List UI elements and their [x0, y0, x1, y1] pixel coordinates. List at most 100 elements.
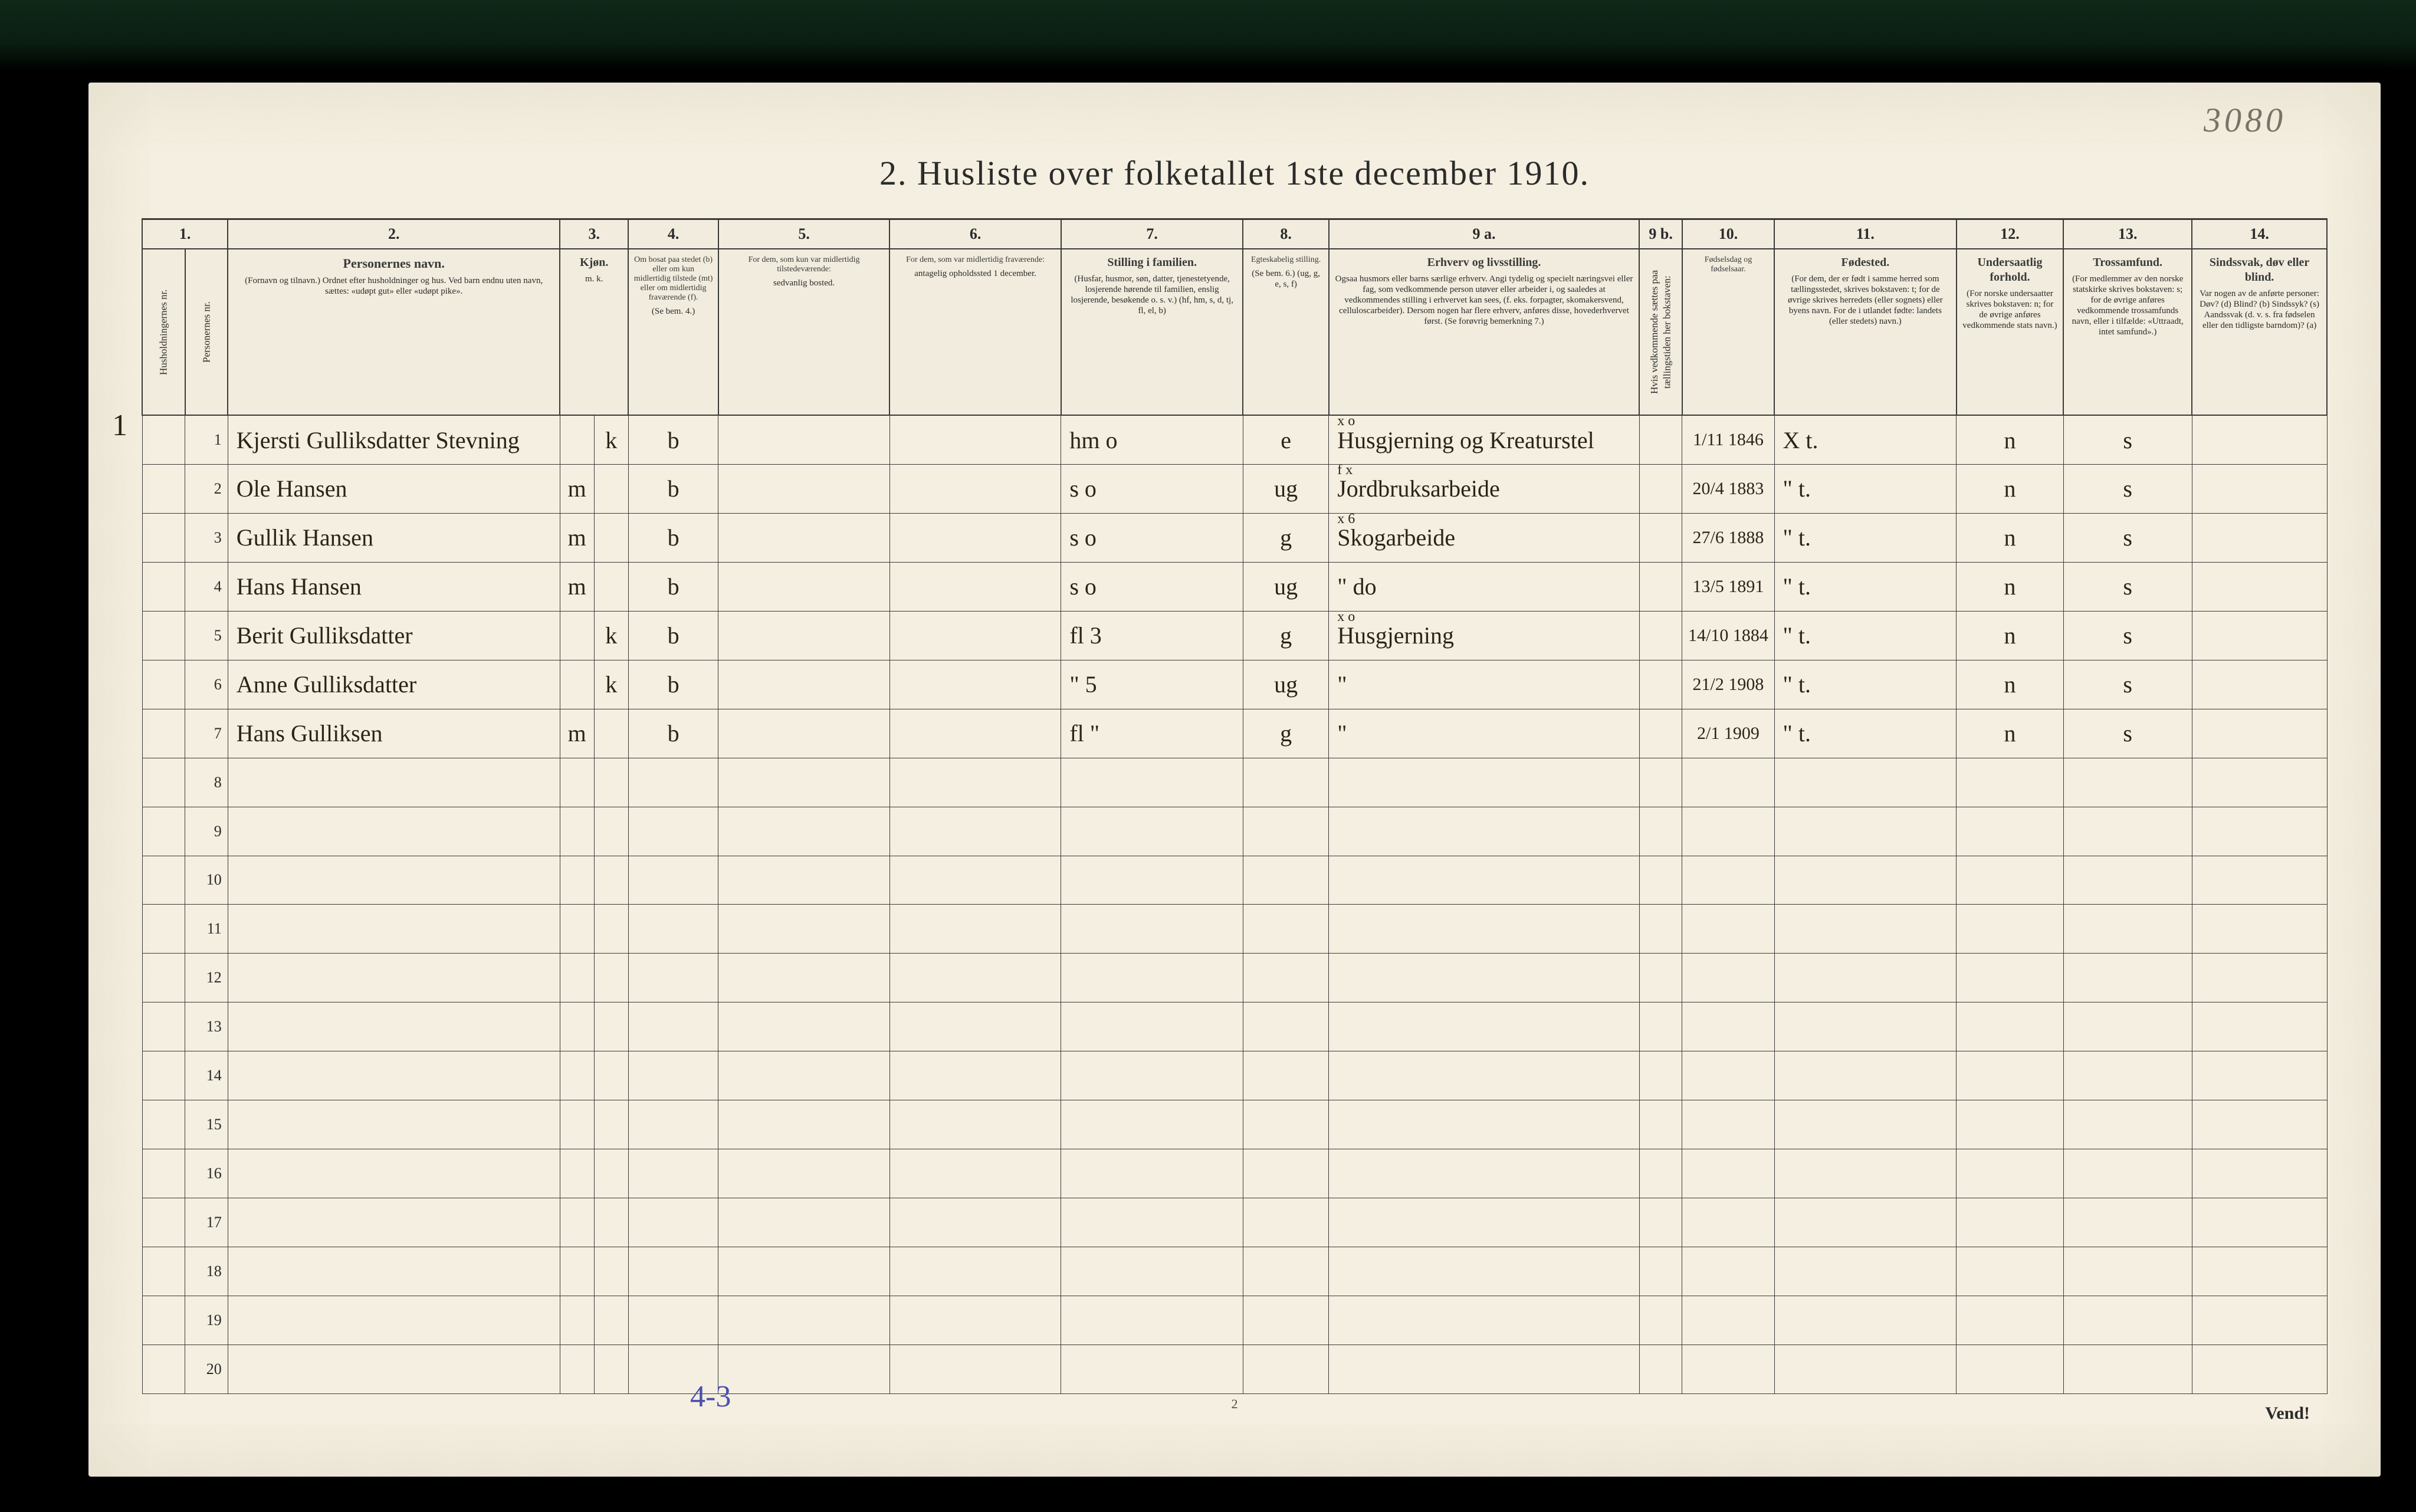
col-sex: Kjøn. m. k. — [560, 249, 628, 415]
col-birthdate: Fødselsdag og fødselsaar. — [1682, 249, 1774, 415]
colnum-2: 2. — [228, 219, 560, 249]
cell-sex-m — [560, 415, 594, 465]
cell-marital: ug — [1243, 660, 1328, 709]
cell-name — [228, 856, 560, 905]
cell-religion — [2063, 1149, 2192, 1198]
col-religion: Trossamfund. (For medlemmer av den norsk… — [2063, 249, 2192, 415]
cell-marital — [1243, 1345, 1328, 1393]
colnum-12: 12. — [1957, 219, 2064, 249]
cell-nationality: n — [1957, 709, 2064, 758]
cell-temp-present — [718, 1296, 890, 1345]
col-household-no: Husholdningernes nr. — [142, 249, 185, 415]
table-row: 4Hans Hansenmbs oug" do13/5 1891" t.ns — [142, 562, 2327, 611]
cell-occupation — [1329, 1345, 1640, 1393]
cell-family-pos — [1061, 1100, 1243, 1149]
cell-residence — [628, 1198, 718, 1247]
table-row-empty: 20 — [142, 1345, 2327, 1393]
cell-religion — [2063, 1198, 2192, 1247]
cell-birthplace — [1774, 1345, 1957, 1393]
col-rel-head: Trossamfund. — [2069, 255, 2187, 270]
table-row-empty: 18 — [142, 1247, 2327, 1296]
cell-sex-k — [594, 1345, 628, 1393]
cell-residence: b — [628, 660, 718, 709]
cell-person-no: 2 — [185, 465, 228, 514]
cell-hh — [142, 611, 185, 660]
cell-religion — [2063, 905, 2192, 954]
cell-sex-m: m — [560, 709, 594, 758]
colnum-8: 8. — [1243, 219, 1328, 249]
cell-sex-k — [594, 1198, 628, 1247]
cell-hh — [142, 1100, 185, 1149]
cell-religion — [2063, 1296, 2192, 1345]
cell-sex-m — [560, 807, 594, 856]
cell-residence — [628, 1247, 718, 1296]
cell-hh — [142, 465, 185, 514]
cell-occupation — [1329, 758, 1640, 807]
cell-disability — [2192, 1051, 2327, 1100]
cell-hh — [142, 856, 185, 905]
cell-family-pos: " 5 — [1061, 660, 1243, 709]
cell-residence: b — [628, 611, 718, 660]
cell-nationality — [1957, 807, 2064, 856]
cell-disability — [2192, 1296, 2327, 1345]
colnum-5: 5. — [718, 219, 890, 249]
cell-person-no: 18 — [185, 1247, 228, 1296]
cell-marital: ug — [1243, 465, 1328, 514]
cell-hh — [142, 1051, 185, 1100]
colnum-3: 3. — [560, 219, 628, 249]
cell-person-no: 9 — [185, 807, 228, 856]
cell-person-no: 7 — [185, 709, 228, 758]
cell-sex-m: m — [560, 562, 594, 611]
table-row: 1Kjersti Gulliksdatter Stevningkbhm oex … — [142, 415, 2327, 465]
cell-name — [228, 905, 560, 954]
cell-temp-present — [718, 465, 890, 514]
table-row: 5Berit Gulliksdatterkbfl 3gx oHusgjernin… — [142, 611, 2327, 660]
cell-temp-absent — [889, 611, 1061, 660]
cell-residence — [628, 1296, 718, 1345]
cell-residence — [628, 1100, 718, 1149]
cell-occupation: f xJordbruksarbeide — [1329, 465, 1640, 514]
cell-9b — [1639, 415, 1682, 465]
col-sex-head: Kjøn. — [565, 255, 623, 270]
table-row-empty: 17 — [142, 1198, 2327, 1247]
cell-sex-k — [594, 562, 628, 611]
cell-person-no: 17 — [185, 1198, 228, 1247]
cell-sex-m: m — [560, 513, 594, 562]
cell-temp-absent — [889, 1051, 1061, 1100]
cell-temp-present — [718, 1345, 890, 1393]
cell-hh — [142, 1296, 185, 1345]
cell-person-no: 19 — [185, 1296, 228, 1345]
cell-temp-present — [718, 1002, 890, 1051]
col-disability: Sindssvak, døv eller blind. Var nogen av… — [2192, 249, 2327, 415]
cell-temp-absent — [889, 1247, 1061, 1296]
cell-9b — [1639, 1198, 1682, 1247]
cell-9b — [1639, 1100, 1682, 1149]
cell-temp-present — [718, 562, 890, 611]
cell-temp-absent — [889, 1002, 1061, 1051]
cell-temp-absent — [889, 513, 1061, 562]
cell-birthdate — [1682, 1345, 1774, 1393]
cell-family-pos: fl 3 — [1061, 611, 1243, 660]
cell-nationality — [1957, 1149, 2064, 1198]
cell-birthdate: 14/10 1884 — [1682, 611, 1774, 660]
cell-hh — [142, 954, 185, 1002]
cell-name: Anne Gulliksdatter — [228, 660, 560, 709]
cell-family-pos — [1061, 905, 1243, 954]
cell-disability — [2192, 562, 2327, 611]
cell-9b — [1639, 1002, 1682, 1051]
cell-birthplace — [1774, 954, 1957, 1002]
cell-family-pos: fl " — [1061, 709, 1243, 758]
col-mar-head: Egteskabelig stilling. — [1248, 255, 1323, 265]
cell-person-no: 20 — [185, 1345, 228, 1393]
cell-name: Hans Hansen — [228, 562, 560, 611]
cell-name — [228, 1198, 560, 1247]
cell-occupation — [1329, 1247, 1640, 1296]
cell-nationality — [1957, 1247, 2064, 1296]
cell-occupation — [1329, 856, 1640, 905]
cell-nationality: n — [1957, 611, 2064, 660]
col-bday-head: Fødselsdag og fødselsaar. — [1688, 255, 1769, 274]
cell-occupation — [1329, 1100, 1640, 1149]
cell-hh — [142, 807, 185, 856]
table-row-empty: 14 — [142, 1051, 2327, 1100]
colnum-6: 6. — [889, 219, 1061, 249]
